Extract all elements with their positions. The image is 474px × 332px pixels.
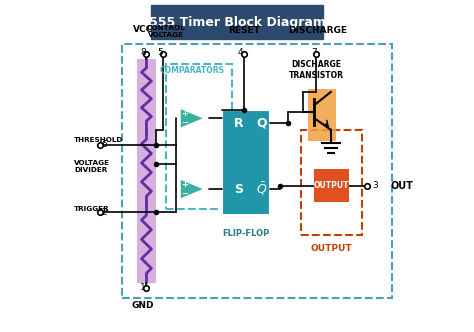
Text: +: + (182, 180, 189, 189)
Text: TRIGGER: TRIGGER (74, 206, 109, 212)
Text: 1: 1 (140, 283, 146, 292)
FancyBboxPatch shape (308, 89, 336, 141)
Text: CONTROL
VOLTAGE: CONTROL VOLTAGE (146, 25, 185, 38)
Text: Q: Q (256, 117, 267, 130)
Text: VCC: VCC (133, 25, 153, 34)
FancyBboxPatch shape (314, 169, 349, 202)
Text: 2: 2 (102, 208, 108, 216)
Text: FLIP-FLOP: FLIP-FLOP (222, 229, 270, 238)
Text: COMPARATORS: COMPARATORS (160, 66, 225, 75)
Text: 6: 6 (102, 140, 108, 149)
Text: GND: GND (132, 301, 155, 310)
Text: OUT: OUT (390, 181, 413, 191)
Text: R: R (234, 117, 244, 130)
Text: −: − (182, 119, 189, 127)
FancyBboxPatch shape (222, 110, 270, 215)
Text: 4: 4 (237, 48, 243, 57)
Text: OUTPUT: OUTPUT (310, 244, 352, 253)
Text: THRESHOLD: THRESHOLD (74, 137, 123, 143)
Text: +: + (182, 109, 189, 118)
Text: RESET: RESET (228, 26, 260, 35)
Text: DISCHARGE
TRANSISTOR: DISCHARGE TRANSISTOR (289, 60, 344, 80)
Text: DISCHARGE: DISCHARGE (288, 26, 347, 35)
Text: 7: 7 (311, 48, 317, 57)
Polygon shape (180, 108, 205, 129)
Polygon shape (180, 178, 205, 200)
Text: S: S (234, 183, 243, 196)
Text: 5: 5 (158, 48, 164, 57)
Text: 8: 8 (140, 48, 146, 57)
Text: −: − (182, 189, 189, 198)
Text: OUTPUT: OUTPUT (314, 181, 349, 190)
Text: 3: 3 (372, 181, 378, 190)
FancyBboxPatch shape (151, 5, 323, 39)
FancyBboxPatch shape (137, 59, 156, 283)
Text: VOLTAGE
DIVIDER: VOLTAGE DIVIDER (74, 159, 110, 173)
Text: $\bar{Q}$: $\bar{Q}$ (256, 181, 267, 197)
Text: 555 Timer Block Diagram: 555 Timer Block Diagram (148, 16, 326, 29)
